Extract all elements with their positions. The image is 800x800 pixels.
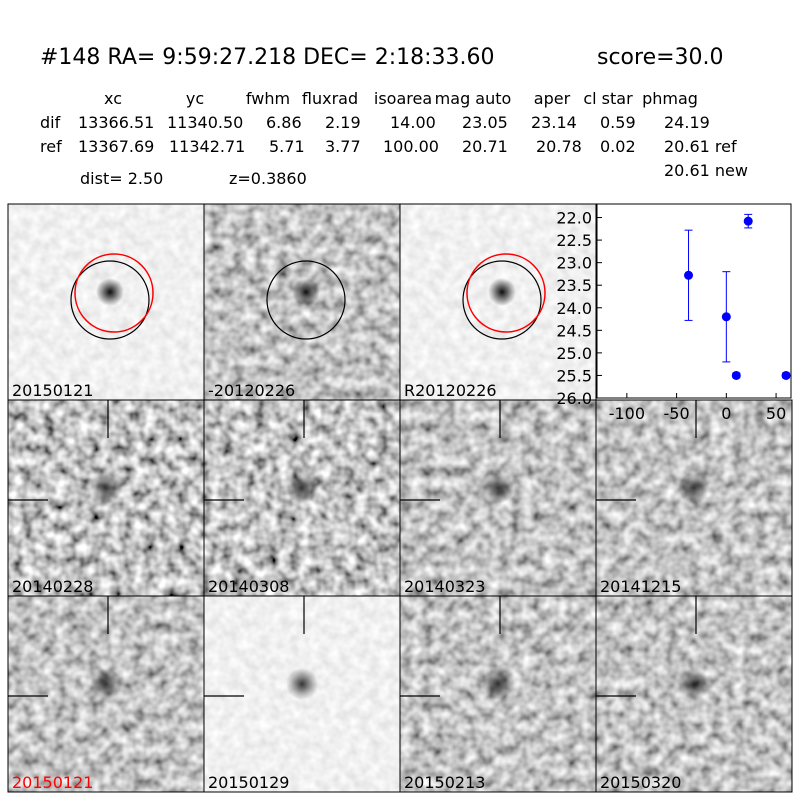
source <box>678 668 710 700</box>
table-cell: 6.86 <box>266 113 302 132</box>
column-header: isoarea <box>374 89 432 108</box>
column-header: xc <box>104 89 122 108</box>
x-tick-label: 50 <box>766 404 786 423</box>
column-header: cl star <box>583 89 633 108</box>
point <box>721 312 731 322</box>
image-panel: 20141215 <box>595 399 793 597</box>
panel-label: 20140323 <box>404 577 485 596</box>
panel-label: 20141215 <box>600 577 681 596</box>
aperture-ref <box>74 253 154 333</box>
image-panel: -20120226 <box>203 203 401 401</box>
panel-label: 20140308 <box>208 577 289 596</box>
table-cell: 20.78 <box>536 137 582 156</box>
source <box>482 668 514 700</box>
image-panel: 20140308 <box>203 399 401 597</box>
source <box>678 472 710 504</box>
plot: 22.0 22.5 23.0 23.5 24.0 24.5 25.0 25.5 26.0 -100… <box>556 203 792 423</box>
table-cell: 23.14 <box>531 113 577 132</box>
table-cell: 13367.69 <box>78 137 154 156</box>
table-cell: 100.00 <box>383 137 439 156</box>
redshift: z=0.3860 <box>229 169 307 188</box>
y-tick-label: 23.0 <box>556 254 592 273</box>
image-panel: 20150129 <box>203 595 401 793</box>
aperture <box>462 260 542 340</box>
panel-label: 20140228 <box>12 577 93 596</box>
x-tick-label: 0 <box>721 404 731 423</box>
source <box>286 668 318 700</box>
table-cell: 24.19 <box>664 113 710 132</box>
panel-frame <box>595 595 793 793</box>
point <box>743 216 753 226</box>
title: #148 RA= 9:59:27.218 DEC= 2:18:33.60 <box>40 45 495 70</box>
aperture <box>70 260 150 340</box>
column-header: mag auto <box>435 89 512 108</box>
column-header: phmag <box>642 89 698 108</box>
image-panel: 20150213 <box>399 595 597 793</box>
image-panel: R20120226 <box>399 203 597 401</box>
panel-label: 20150320 <box>600 773 681 792</box>
source <box>90 668 122 700</box>
point <box>781 370 791 380</box>
table-cell: 20.61 ref <box>664 137 737 156</box>
y-tick-label: 22.5 <box>556 231 592 250</box>
table-cell: ref <box>40 137 62 156</box>
column-header: fwhm <box>246 89 290 108</box>
source <box>286 472 318 504</box>
panels: 20150121 -20120226 R20120226 20140228 201403… <box>7 203 793 793</box>
column-header: fluxrad <box>302 89 358 108</box>
image-panel: 20150320 <box>595 595 793 793</box>
table-cell: 11340.50 <box>167 113 243 132</box>
source <box>90 472 122 504</box>
panel-label: 20150129 <box>208 773 289 792</box>
table-cell: 3.77 <box>325 137 361 156</box>
y-tick-label: 26.0 <box>556 389 592 408</box>
source <box>488 278 516 306</box>
dist: dist= 2.50 <box>80 169 163 188</box>
table-cell: 14.00 <box>390 113 436 132</box>
phmag-new: 20.61 new <box>664 161 748 180</box>
table-cell: dif <box>40 113 61 132</box>
image-panel: 20150121 <box>7 203 205 401</box>
source <box>292 278 320 306</box>
x-tick-label: -100 <box>609 404 645 423</box>
score: score=30.0 <box>597 45 724 70</box>
column-header: yc <box>186 89 204 108</box>
source <box>482 472 514 504</box>
image-panel: 20140228 <box>7 399 205 597</box>
aperture <box>266 260 346 340</box>
panel-label: R20120226 <box>404 381 497 400</box>
point <box>731 370 741 380</box>
panel-label: 20150121 <box>12 381 93 400</box>
table-cell: 0.59 <box>600 113 636 132</box>
y-tick-label: 23.5 <box>556 276 592 295</box>
table-cell: 5.71 <box>269 137 305 156</box>
column-header: aper <box>534 89 571 108</box>
table-cell: 23.05 <box>462 113 508 132</box>
table-cell: 11342.71 <box>169 137 245 156</box>
y-tick-label: 25.0 <box>556 344 592 363</box>
panel-label: -20120226 <box>208 381 295 400</box>
plot-bg <box>596 203 792 399</box>
point <box>684 270 694 280</box>
table-cell: 2.19 <box>325 113 361 132</box>
table-cell: 13366.51 <box>78 113 154 132</box>
table-cell: 0.02 <box>600 137 636 156</box>
image-panel: 20150121 <box>7 595 205 793</box>
panel-label: 20150121 <box>12 773 93 792</box>
aperture-ref <box>466 253 546 333</box>
image-panel: 20140323 <box>399 399 597 597</box>
y-tick-label: 25.5 <box>556 366 592 385</box>
y-tick-label: 24.0 <box>556 299 592 318</box>
table-cell: 20.71 <box>462 137 508 156</box>
panel-label: 20150213 <box>404 773 485 792</box>
x-tick-label: -50 <box>664 404 690 423</box>
y-tick-label: 22.0 <box>556 209 592 228</box>
table: xc yc fwhm fluxrad isoarea mag auto aper cl sta… <box>40 89 737 156</box>
y-tick-label: 24.5 <box>556 321 592 340</box>
source <box>96 278 124 306</box>
